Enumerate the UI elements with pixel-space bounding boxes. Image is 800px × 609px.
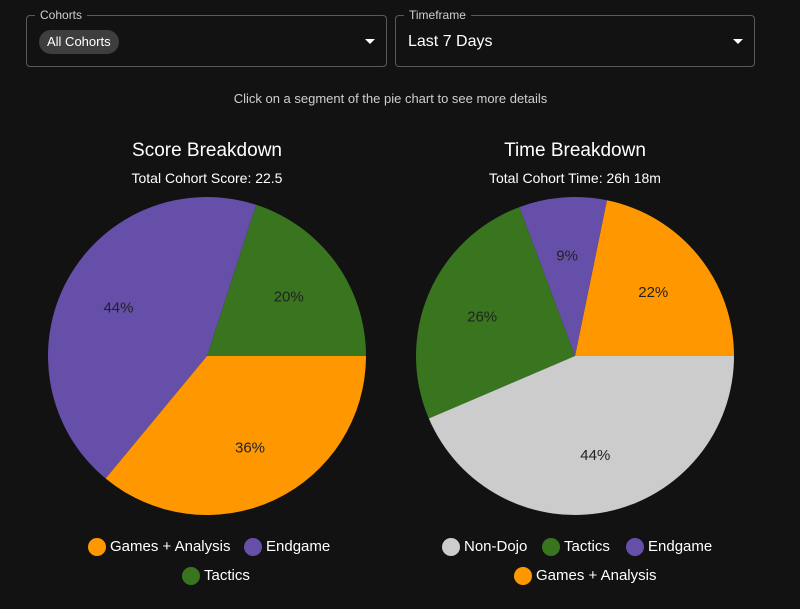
legend-swatch-icon [182,567,200,585]
legend-swatch-icon [514,567,532,585]
time-chart-title: Time Breakdown [504,140,646,161]
legend-label: Endgame [266,538,331,555]
timeframe-select[interactable]: Timeframe Last 7 Days [395,8,755,67]
slice-percent-label: 26% [467,308,497,325]
slice-percent-label: 9% [556,247,578,264]
legend-label: Tactics [204,567,250,584]
legend-swatch-icon [442,538,460,556]
slice-percent-label: 44% [103,299,133,316]
legend-swatch-icon [626,538,644,556]
legend-swatch-icon [542,538,560,556]
score-chart-title: Score Breakdown [132,140,282,161]
cohort-chip[interactable]: All Cohorts [39,30,119,54]
slice-percent-label: 36% [235,439,265,456]
score-pie-chart[interactable]: 20% 44% 36% [37,190,377,530]
pie-slice-non-dojo[interactable] [428,356,734,515]
slice-percent-label: 20% [274,289,304,306]
legend-label: Non-Dojo [464,538,528,555]
legend-swatch-icon [88,538,106,556]
legend-label: Games + Analysis [110,538,231,555]
timeframe-value: Last 7 Days [408,33,493,50]
hint-text: Click on a segment of the pie chart to s… [233,91,548,106]
slice-percent-label: 22% [638,284,668,301]
pie-slice-games-analysis[interactable] [105,356,366,515]
legend-label: Endgame [648,538,713,555]
cohorts-select[interactable]: Cohorts All Cohorts [26,8,387,67]
time-chart-subtitle: Total Cohort Time: 26h 18m [489,170,661,186]
score-chart-subtitle: Total Cohort Score: 22.5 [131,170,283,186]
slice-percent-label: 44% [580,447,610,464]
timeframe-label: Timeframe [404,8,471,22]
legend-label: Games + Analysis [536,567,657,584]
dropdown-arrow-icon[interactable] [365,39,375,44]
legend-label: Tactics [564,538,610,555]
dropdown-arrow-icon[interactable] [733,39,743,44]
pie-slice-tactics[interactable] [207,204,366,356]
pie-slice-endgame[interactable] [519,197,607,356]
time-pie-chart[interactable]: 22% 9% 26% 44% [405,190,745,530]
legend-swatch-icon [244,538,262,556]
pie-slice-games-analysis[interactable] [575,200,734,356]
pie-slice-tactics[interactable] [416,207,575,419]
cohorts-label: Cohorts [35,8,88,22]
pie-slice-endgame[interactable] [48,197,257,479]
